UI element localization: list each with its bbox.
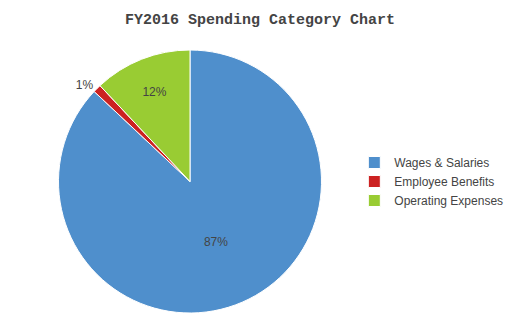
svg-text:1%: 1% — [76, 78, 94, 92]
svg-text:Wages & Salaries: Wages & Salaries — [394, 156, 489, 170]
svg-text:FY2016 Spending Category Chart: FY2016 Spending Category Chart — [125, 12, 395, 29]
svg-text:87%: 87% — [204, 235, 228, 249]
svg-text:Operating Expenses: Operating Expenses — [394, 194, 503, 208]
svg-text:Employee Benefits: Employee Benefits — [394, 175, 494, 189]
svg-text:12%: 12% — [142, 85, 166, 99]
